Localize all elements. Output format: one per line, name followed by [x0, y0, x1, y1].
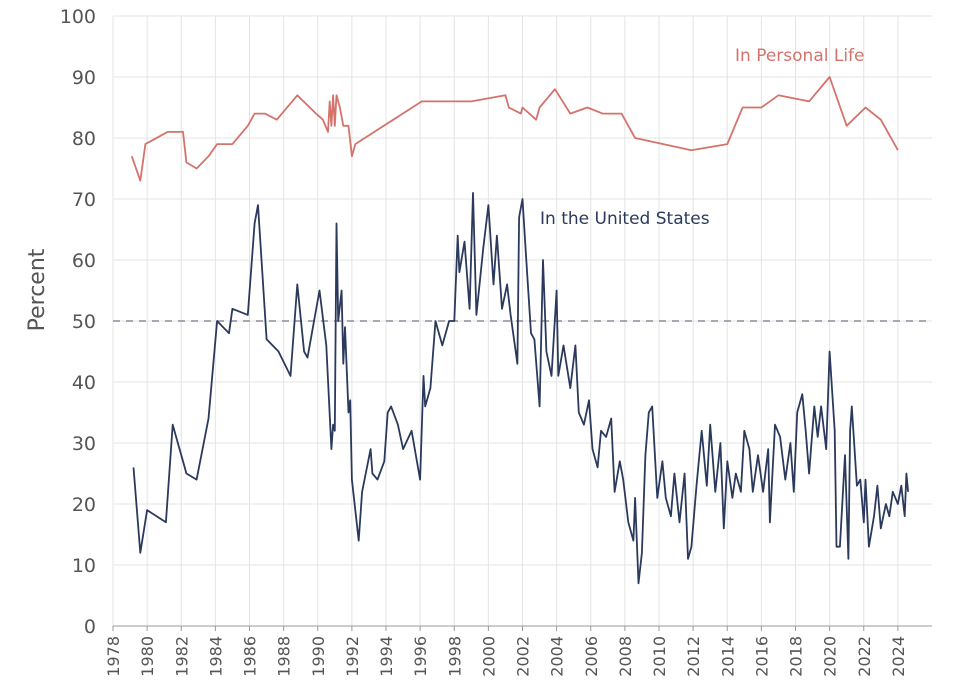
- x-tick-label: 1986: [241, 636, 260, 677]
- x-tick-label: 1980: [138, 636, 157, 677]
- series-label: In Personal Life: [735, 46, 865, 66]
- x-tick-label: 2022: [855, 636, 874, 677]
- y-axis-label: Percent: [25, 248, 50, 331]
- x-tick-label: 1978: [104, 636, 123, 677]
- y-tick-label: 0: [84, 616, 96, 638]
- y-tick-label: 20: [72, 494, 96, 516]
- x-tick-label: 2018: [787, 636, 806, 677]
- x-tick-label: 1994: [377, 636, 396, 677]
- y-tick-label: 40: [72, 372, 96, 394]
- y-tick-label: 30: [72, 433, 96, 455]
- x-tick-label: 2008: [616, 636, 635, 677]
- x-tick-label: 1992: [343, 636, 362, 677]
- x-tick-label: 2000: [479, 636, 498, 677]
- y-tick-label: 100: [60, 6, 96, 28]
- x-tick-label: 1988: [275, 636, 294, 677]
- x-tick-label: 1990: [309, 636, 328, 677]
- series-line: [132, 192, 909, 585]
- y-tick-label: 70: [72, 189, 96, 211]
- x-tick-label: 2010: [650, 636, 669, 677]
- y-tick-label: 50: [72, 311, 96, 333]
- x-tick-label: 1996: [411, 636, 430, 677]
- x-tick-label: 1982: [172, 636, 191, 677]
- x-tick-label: 2016: [752, 636, 771, 677]
- x-tick-label: 2002: [514, 636, 533, 677]
- x-tick-label: 2024: [889, 636, 908, 677]
- y-tick-label: 10: [72, 555, 96, 577]
- x-tick-label: 1998: [445, 636, 464, 677]
- x-tick-label: 2012: [684, 636, 703, 677]
- x-tick-label: 1984: [206, 636, 225, 677]
- series-line: [130, 76, 899, 182]
- x-tick-label: 2020: [821, 636, 840, 677]
- y-tick-label: 60: [72, 250, 96, 272]
- x-tick-label: 2006: [582, 636, 601, 677]
- y-tick-label: 90: [72, 67, 96, 89]
- series-label: In the United States: [540, 209, 710, 229]
- x-tick-label: 2004: [548, 636, 567, 677]
- y-tick-label: 80: [72, 128, 96, 150]
- x-tick-label: 2014: [718, 636, 737, 677]
